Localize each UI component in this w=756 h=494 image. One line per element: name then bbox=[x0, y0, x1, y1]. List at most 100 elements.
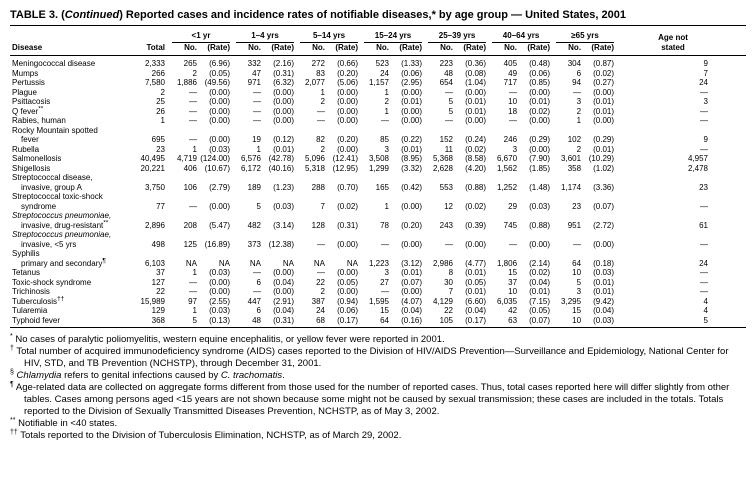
total-cell: 25 bbox=[156, 97, 165, 106]
count-cell: 15 bbox=[572, 306, 582, 315]
age-not-stated-cell: 9 bbox=[703, 135, 708, 144]
disease-name: Rocky Mountain spotted bbox=[12, 125, 98, 135]
age-not-stated-cell: — bbox=[700, 106, 708, 116]
count-cell: — bbox=[189, 106, 197, 116]
total-cell: 77 bbox=[156, 201, 165, 211]
age-group-label: ≥65 yrs bbox=[556, 31, 615, 43]
count-cell: — bbox=[253, 116, 261, 125]
total-cell: 1 bbox=[160, 116, 165, 125]
table-row: fever 695 — (0.00) 19 (0.12) 82 (0.20) 85 (0.22) 1… bbox=[10, 135, 746, 145]
count-cell: 482 bbox=[247, 220, 261, 230]
count-cell: NA bbox=[249, 258, 261, 268]
disease-name: Psittacosis bbox=[12, 97, 51, 106]
count-cell: — bbox=[381, 239, 389, 249]
column-header-rate: (Rate) bbox=[327, 43, 362, 56]
disease-name: Streptococcal toxic-shock bbox=[12, 192, 103, 201]
total-cell: 129 bbox=[151, 306, 165, 315]
rate-cell: (0.05) bbox=[465, 277, 487, 287]
disease-name: Streptococcal disease, bbox=[12, 173, 93, 182]
count-cell: — bbox=[317, 106, 325, 116]
footnote-text: Chlamydia bbox=[16, 370, 62, 381]
disease-name: Streptococcus pneumoniae, bbox=[12, 211, 112, 220]
count-cell: 128 bbox=[311, 220, 325, 230]
age-not-stated-cell: — bbox=[700, 201, 708, 211]
rate-cell: (0.04) bbox=[401, 306, 423, 315]
count-cell: 1,299 bbox=[368, 163, 389, 173]
disease-name-cell: invasive, drug-resistant** bbox=[10, 219, 120, 231]
rate-cell: (2.79) bbox=[209, 182, 230, 192]
age-group-label: 15–24 yrs bbox=[364, 31, 423, 43]
total-cell: 40,495 bbox=[140, 154, 165, 163]
rate-cell: (7.90) bbox=[529, 154, 551, 163]
rate-cell: (6.32) bbox=[273, 78, 294, 87]
count-cell: 405 bbox=[503, 59, 518, 68]
rate-cell: (0.00) bbox=[337, 106, 358, 116]
table-row: Streptococcus pneumoniae, bbox=[10, 230, 746, 240]
rate-cell: (0.01) bbox=[465, 268, 487, 277]
table-row: Pertussis 7,580 1,886 (49.56) 971 (6.32) 2,077… bbox=[10, 78, 746, 88]
rate-cell: (0.00) bbox=[337, 97, 358, 106]
count-cell: 68 bbox=[316, 315, 325, 325]
count-cell: 717 bbox=[503, 78, 518, 87]
count-cell: 5 bbox=[192, 315, 197, 325]
disease-name-cell: Pertussis bbox=[10, 78, 120, 88]
rate-cell: (0.02) bbox=[465, 144, 487, 154]
footnote-text: C. trachomatis bbox=[220, 370, 283, 381]
disease-name-cell: fever bbox=[10, 135, 120, 145]
age-not-stated-cell: 24 bbox=[699, 258, 708, 268]
age-group-header: 40–64 yrs bbox=[490, 26, 554, 43]
count-cell: 3 bbox=[384, 268, 389, 277]
rate-cell: (4.77) bbox=[465, 258, 487, 268]
disease-name-cell: Shigellosis bbox=[10, 164, 120, 174]
rate-cell: (1.33) bbox=[401, 59, 423, 68]
disease-name-cell: Rocky Mountain spotted bbox=[10, 126, 746, 136]
rate-cell: (3.36) bbox=[593, 182, 615, 192]
rate-cell: (0.00) bbox=[337, 87, 358, 97]
rate-cell: (0.18) bbox=[593, 258, 615, 268]
column-header-rate: (Rate) bbox=[455, 43, 491, 56]
rate-cell: (0.01) bbox=[593, 97, 615, 106]
count-cell: 83 bbox=[316, 68, 325, 78]
count-cell: 3,601 bbox=[561, 154, 582, 163]
rate-cell: (12.38) bbox=[268, 239, 294, 249]
rate-cell: (0.03) bbox=[273, 201, 294, 211]
rate-cell: (4.07) bbox=[401, 296, 423, 306]
rate-cell: (0.04) bbox=[465, 306, 487, 315]
disease-name: fever bbox=[21, 135, 39, 144]
footnote-marker: * bbox=[10, 332, 13, 340]
table-row: Psittacosis 25 — (0.00) — (0.00) 2 (0.00) 2 (0.01… bbox=[10, 97, 746, 107]
rate-cell: (0.00) bbox=[337, 144, 358, 154]
count-cell: 951 bbox=[567, 220, 582, 230]
age-group-header: 15–24 yrs bbox=[362, 26, 426, 43]
disease-name: Salmonellosis bbox=[12, 154, 62, 163]
total-cell: 26 bbox=[156, 106, 165, 116]
rate-cell: NA bbox=[346, 258, 358, 268]
count-cell: 1 bbox=[384, 201, 389, 211]
disease-name: primary and secondary bbox=[21, 258, 103, 268]
column-header-total: Total bbox=[120, 26, 170, 56]
footnote-text: . bbox=[282, 370, 285, 381]
count-cell: 1 bbox=[384, 106, 389, 116]
rate-cell: (1.85) bbox=[529, 163, 551, 173]
footnote: * No cases of paralytic poliomyelitis, w… bbox=[10, 332, 746, 346]
rate-cell: (6.96) bbox=[209, 59, 230, 68]
rate-cell: (0.00) bbox=[209, 277, 230, 287]
footnote-marker: ** bbox=[10, 416, 16, 424]
age-not-stated-cell: 2,478 bbox=[687, 163, 708, 173]
table-row: primary and secondary¶ 6,103 NA NA NA NA NA NA 1… bbox=[10, 257, 746, 269]
count-cell: 27 bbox=[380, 277, 389, 287]
count-cell: 1 bbox=[256, 144, 261, 154]
rate-cell: (0.00) bbox=[465, 87, 487, 97]
column-header-no: No. bbox=[362, 43, 391, 56]
count-cell: — bbox=[253, 97, 261, 106]
count-cell: 3 bbox=[576, 287, 582, 296]
rate-cell: (1.23) bbox=[273, 182, 294, 192]
age-not-stated-cell: 4 bbox=[703, 296, 708, 306]
rate-cell: (0.03) bbox=[209, 144, 230, 154]
count-cell: 29 bbox=[508, 201, 518, 211]
header-row-sub: No. (Rate) No. (Rate) No. (Rate) No. (Ra… bbox=[10, 43, 746, 56]
count-cell: — bbox=[381, 287, 389, 296]
count-cell: — bbox=[445, 239, 454, 249]
disease-name-cell: Salmonellosis bbox=[10, 154, 120, 164]
count-cell: — bbox=[253, 106, 261, 116]
